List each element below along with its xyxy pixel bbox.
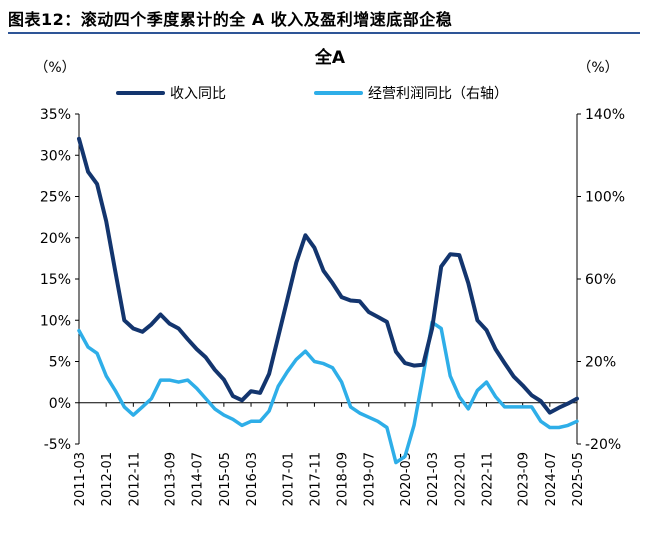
left-axis-tick-label: 5% [49,355,71,371]
x-axis-tick-label: 2016-03 [245,452,260,506]
series-lines [77,136,579,465]
chart-title: 全A [314,47,346,68]
right-axis-tick-label: 140% [585,107,625,123]
x-axis-tick-label: 2018-09 [336,452,351,506]
x-axis-tick-label: 2011-03 [73,452,88,506]
left-axis-tick-label: -5% [44,437,71,453]
x-axis-tick-label: 2012-11 [127,452,142,506]
series-line-cashflow [77,320,579,465]
left-axis-tick-label: 25% [40,190,71,206]
x-axis-tick-label: 2025-05 [571,452,586,506]
x-axis-tick-label: 2022-11 [480,452,495,506]
right-axis-unit: （%） [577,60,618,76]
left-axis-tick-label: 20% [40,231,71,247]
axes: -5% 0% 5% 10% 15% 20% 25% 30% 35% -20% 20% 60% 100% 1… [40,107,625,506]
legend-revenue-label: 收入同比 [170,86,226,102]
figure-label: 图表12： [8,10,81,29]
x-axis-tick-label: 2019-07 [363,452,378,506]
title-rule [8,32,640,34]
series-line-revenue [77,136,579,415]
legend-cashflow-label: 经营利润同比（右轴） [368,86,508,102]
figure-title-text: 滚动四个季度累计的全 A 收入及盈利增速底部企稳 [80,10,453,29]
right-axis-tick-label: 20% [585,355,616,371]
left-axis-tick-label: 15% [40,272,71,288]
right-axis-tick-label: -20% [585,437,621,453]
right-axis-tick-label: 60% [585,272,616,288]
x-axis-tick-label: 2017-11 [308,452,323,506]
x-axis-tick-label: 2023-09 [517,452,532,506]
left-axis-tick-label: 35% [40,107,71,123]
left-axis-unit: （%） [34,60,75,76]
x-axis-tick-label: 2021-03 [426,452,441,506]
x-axis-tick-label: 2017-01 [281,452,296,506]
x-axis-tick-label: 2020-05 [399,452,414,506]
x-axis-tick-label: 2014-07 [191,452,206,506]
left-axis-tick-label: 0% [49,396,71,412]
right-axis-tick-label: 100% [585,190,625,206]
x-axis-tick-label: 2015-05 [218,452,233,506]
left-axis-tick-label: 30% [40,148,71,164]
x-axis-tick-label: 2013-09 [164,452,179,506]
x-axis-tick-label: 2012-01 [100,452,115,506]
left-axis-tick-label: 10% [40,313,71,329]
x-axis-tick-label: 2024-07 [544,452,559,506]
figure-title: 图表12：滚动四个季度累计的全 A 收入及盈利增速底部企稳 [8,6,452,30]
x-axis-tick-label: 2022-01 [453,452,468,506]
